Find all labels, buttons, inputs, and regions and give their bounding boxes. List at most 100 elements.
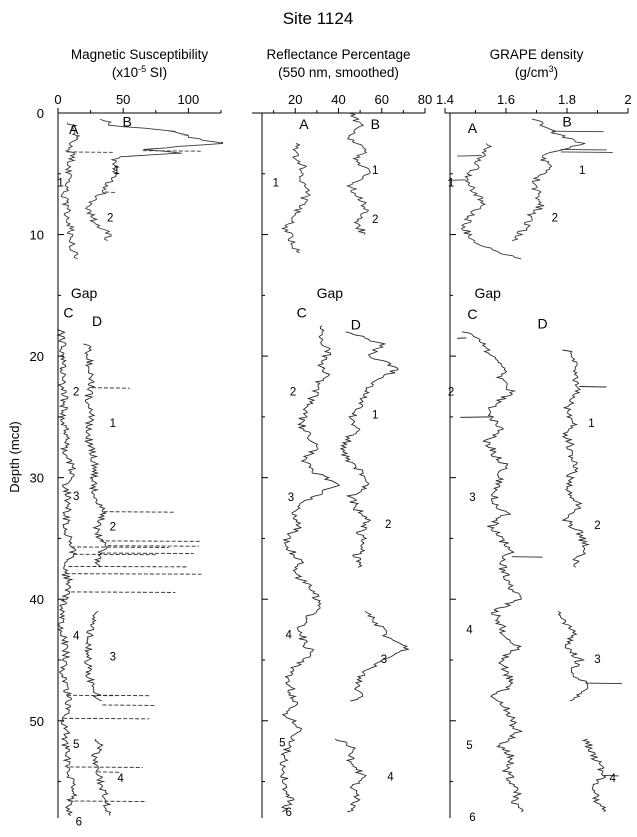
x-tick-label: 60 <box>375 92 389 107</box>
unit-label: 6 <box>76 817 82 829</box>
hole-label: C <box>63 305 73 321</box>
series-spike-D <box>585 682 622 685</box>
series-spike-C <box>68 565 189 568</box>
hole-label: D <box>351 317 361 333</box>
panel-title: Magnetic Susceptibility <box>71 47 209 62</box>
unit-label: 5 <box>73 739 79 751</box>
unit-label: 1 <box>110 418 116 430</box>
unit-label: 1 <box>57 177 63 189</box>
x-tick-label: 1.4 <box>436 92 454 107</box>
gap-label: Gap <box>71 285 98 301</box>
series-spike-B <box>181 134 189 136</box>
unit-label: 2 <box>594 520 600 532</box>
series-line-D <box>557 349 607 813</box>
series-spike-B <box>551 130 604 133</box>
hole-label: D <box>538 316 548 332</box>
x-tick-label: 80 <box>418 92 432 107</box>
y-tick-label: 50 <box>30 714 44 729</box>
panel-unit-suffix: ) <box>554 65 559 80</box>
series-line-C <box>279 325 341 813</box>
series-spike-C <box>69 766 143 768</box>
panel-unit-text: (g/cm <box>515 65 549 80</box>
y-tick-label: 10 <box>30 228 44 243</box>
panel-unit: (550 nm, smoothed) <box>278 65 399 80</box>
hole-label: C <box>297 305 307 321</box>
series-spike-D <box>579 386 607 388</box>
unit-label: 1 <box>579 165 585 177</box>
series-spike-C <box>73 553 156 556</box>
unit-label: 3 <box>73 491 79 503</box>
unit-label: 1 <box>372 165 378 177</box>
series-spike-C <box>457 337 467 339</box>
unit-label: 5 <box>279 738 285 750</box>
series-line-B <box>511 118 586 242</box>
unit-label: 2 <box>385 519 391 531</box>
unit-label: 4 <box>387 772 394 784</box>
unit-label: 4 <box>610 773 617 785</box>
unit-label: 6 <box>469 812 475 824</box>
panels: Magnetic Susceptibility (x10-5 SI) 0 50 100 A… <box>54 47 631 829</box>
hole-label: A <box>299 116 309 132</box>
y-tick-label: 30 <box>30 471 44 486</box>
series-spike-D <box>107 545 199 547</box>
panel-unit: (x10-5 SI) <box>112 64 167 80</box>
x-tick-label: 20 <box>288 92 302 107</box>
series-spike-B <box>560 151 613 153</box>
unit-label: 2 <box>110 521 116 533</box>
series-spike-D <box>102 704 156 706</box>
y-axis-label: Depth (mcd) <box>7 421 22 493</box>
series-line-A <box>460 143 522 260</box>
unit-label: 1 <box>273 177 279 189</box>
series-spike-B <box>220 141 224 144</box>
x-tick-label: 100 <box>178 92 200 107</box>
unit-label: 3 <box>469 492 475 504</box>
unit-label: 1 <box>113 165 119 177</box>
series-spike-D <box>603 775 619 777</box>
unit-label: 5 <box>466 740 472 752</box>
unit-label: 2 <box>73 386 79 398</box>
hole-label: B <box>371 116 380 132</box>
unit-label: 4 <box>286 629 293 641</box>
gap-label: Gap <box>317 285 344 301</box>
series-line-D <box>83 343 112 816</box>
series-spike-C <box>63 717 150 720</box>
x-tick-label: 1.8 <box>558 92 576 107</box>
panel-unit-text: (550 nm, smoothed) <box>278 65 399 80</box>
x-tick-label: 50 <box>116 92 130 107</box>
series-line-C <box>461 331 524 813</box>
series-spike-C <box>71 591 176 593</box>
unit-label: 2 <box>107 213 113 225</box>
hole-label: D <box>92 313 102 329</box>
unit-label: 4 <box>466 625 473 637</box>
gap-label: Gap <box>474 285 501 301</box>
unit-label: 1 <box>372 409 378 421</box>
series-line-D <box>334 331 409 813</box>
unit-label: 4 <box>117 773 124 785</box>
x-tick-label: 1.6 <box>497 92 515 107</box>
series-spike-D <box>99 540 202 542</box>
unit-label: 3 <box>381 654 387 666</box>
series-spike-D <box>97 771 121 773</box>
unit-label: 1 <box>588 418 594 430</box>
unit-label: 2 <box>372 214 378 226</box>
unit-label: 1 <box>448 177 454 189</box>
hole-label: B <box>562 114 571 130</box>
unit-label: 4 <box>73 631 80 643</box>
series-spike-C <box>67 694 117 697</box>
unit-label: 3 <box>288 492 294 504</box>
unit-label: 2 <box>448 386 454 398</box>
unit-label: 6 <box>286 807 292 819</box>
y-tick-label: 20 <box>30 349 44 364</box>
series-line-B <box>346 112 371 235</box>
series-spike-A <box>457 155 482 157</box>
series-spike-B <box>560 149 607 151</box>
panel-refl: Reflectance Percentage (550 nm, smoothed)… <box>252 47 432 819</box>
y-tick-label: 0 <box>37 106 44 121</box>
series-spike-B <box>175 152 182 155</box>
series-line-B <box>85 118 224 242</box>
y-axis: 0 10 20 30 40 50 <box>30 106 44 729</box>
hole-label: A <box>69 121 79 137</box>
panel-grape: GRAPE density(g/cm3)1.4 1.6 1.8 2A B112CD213… <box>436 47 632 824</box>
hole-label: A <box>468 120 478 136</box>
